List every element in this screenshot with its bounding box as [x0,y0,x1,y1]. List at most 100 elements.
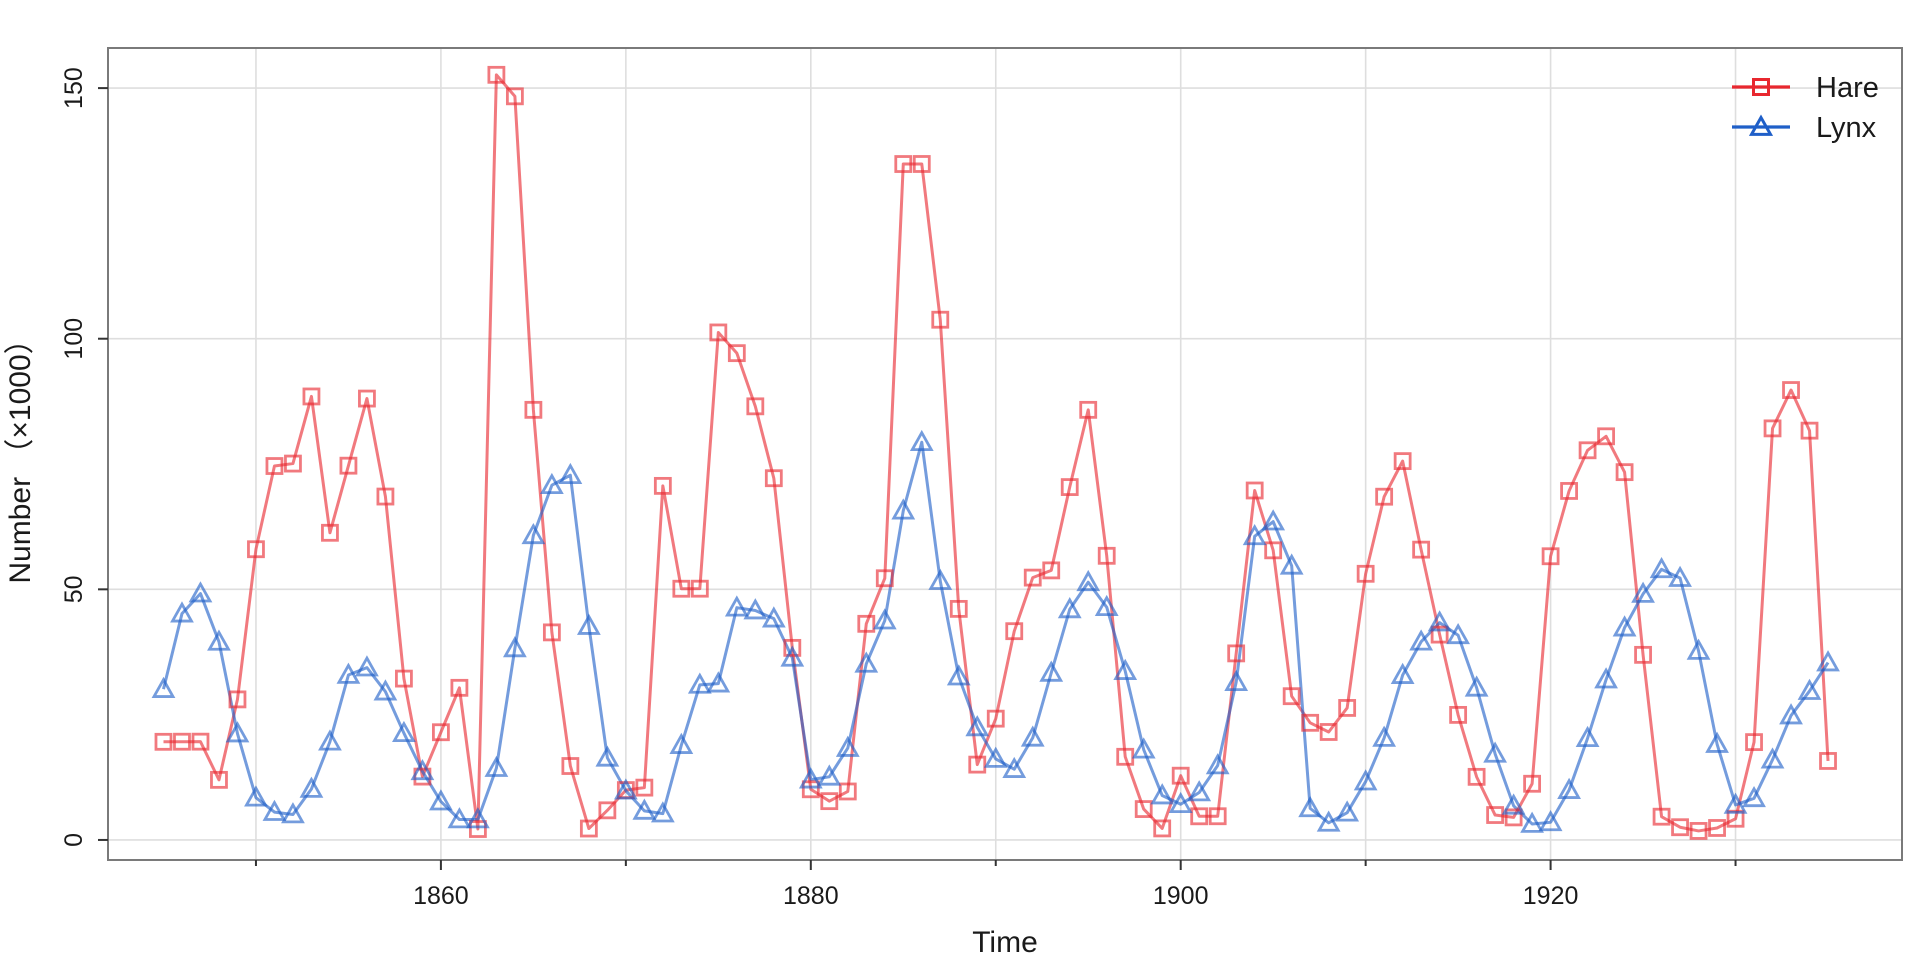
hare-data-point [1430,625,1449,644]
lynx-data-point [1335,800,1360,822]
lynx-data-point [1187,780,1212,802]
hare-data-point [1338,699,1357,717]
hare-data-point [1282,687,1301,706]
hare-data-point [1800,421,1819,440]
hare-data-point [468,820,487,838]
lynx-data-point [558,462,583,485]
lynx-data-point [299,776,324,798]
hare-data-point [1023,568,1042,587]
lynx-data-point [1205,753,1230,775]
hare-data-point [949,599,968,618]
hare-data-point [579,819,598,838]
lynx-data-point [928,568,953,590]
lynx-data-point [1076,569,1101,592]
hare-data-point [1079,400,1098,419]
lynx-data-point [1150,783,1175,805]
lynx-data-point [355,655,379,677]
hare-data-point [284,454,302,473]
lynx-data-point [724,595,749,617]
lynx-data-point [207,629,231,651]
hare-data-point [1708,819,1726,837]
grid-lines [108,48,1902,860]
lynx-data-point [447,807,472,829]
lynx-data-point [1557,777,1581,799]
hare-data-point [653,476,672,495]
lynx-data-point [1483,741,1508,763]
hare-data-point [1097,546,1116,565]
lynx-data-point [502,636,527,658]
hare-data-point [210,770,228,789]
hare-data-point [968,755,987,774]
hare-data-point [783,638,802,657]
lynx-data-point [946,664,971,686]
hare-data-point [1116,747,1135,766]
hare-data-point [561,757,580,775]
hare-legend-marker [1752,78,1770,96]
lynx-data-point [392,720,416,742]
lynx-data-point [669,732,694,754]
y-tick-label: 100 [60,318,88,360]
lynx-data-point [1686,638,1711,660]
hare-data-point [1393,452,1412,471]
hare-data-point [1227,644,1246,663]
hare-data-point [1782,381,1800,399]
data-markers [151,65,1840,840]
lynx-data-point [1168,791,1193,814]
lynx-data-point [1668,565,1692,587]
hare-data-point [173,732,191,751]
y-tick-label: 150 [60,67,88,109]
lynx-data-point [1446,622,1471,645]
hare-data-point [1301,713,1320,732]
hare-data-point [395,669,413,688]
hare-data-point [1597,427,1615,446]
lynx-data-point [595,745,620,767]
hare-data-point [247,540,265,559]
lynx-data-point [1742,785,1766,808]
hare-data-point [801,780,820,799]
lynx-data-point [1501,793,1526,815]
hare-data-point [1208,807,1227,826]
lynx-data-point [1464,675,1489,697]
lynx-data-point [743,598,768,620]
lynx-series-line [162,440,1830,826]
lynx-data-point [1390,662,1415,684]
lynx-data-point [1538,809,1563,832]
lynx-data-point [1816,650,1840,672]
hare-data-point [1541,547,1560,566]
lynx-data-point [281,802,305,824]
lynx-data-point [1279,553,1304,575]
hare-data-point [1560,482,1578,500]
hare-data-point [1763,419,1782,438]
hare-data-point [1467,767,1486,786]
y-tick-label: 0 [60,833,88,847]
hare-data-point [1486,806,1505,824]
lynx-data-point [1723,792,1748,814]
lynx-data-point [1353,769,1378,791]
hare-data-point [838,782,857,801]
hare-data-point [191,732,210,751]
lynx-data-point [854,651,879,673]
x-tick-label: 1920 [1523,882,1579,910]
lynx-data-point [1520,811,1544,833]
lynx-data-point [410,758,435,781]
plot-border [107,47,1903,861]
hare-data-point [912,155,931,173]
hare-data-point [542,623,561,642]
lynx-data-point [798,767,823,789]
hare-data-point [1652,807,1671,826]
lynx-data-point [650,801,675,823]
lynx-data-point [687,672,712,694]
lynx-data-point [1372,725,1397,747]
lynx-data-point [521,522,546,545]
lynx-data-point [817,764,842,786]
hare-data-point [672,579,691,598]
hare-data-point [1356,564,1375,583]
lynx-data-point [429,789,453,811]
hare-data-point [321,523,339,542]
lynx-legend-marker [1748,114,1774,136]
hare-data-point [1060,478,1079,496]
axes: 1860 1880 1900 1920 0 50 100 150 [60,67,1737,910]
lynx-data-point [1427,610,1452,632]
lynx-data-point [1113,658,1138,680]
